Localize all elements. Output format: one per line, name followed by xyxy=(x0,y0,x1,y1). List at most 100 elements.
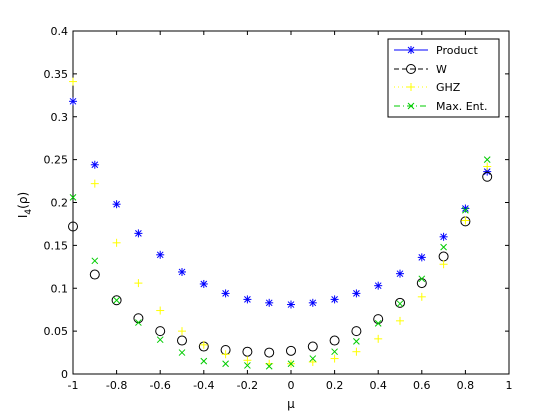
data-point xyxy=(134,279,143,288)
y-tick-label: 0 xyxy=(61,368,68,381)
data-point xyxy=(265,362,273,370)
data-point xyxy=(178,327,186,336)
y-tick-label: 0.2 xyxy=(51,197,69,210)
legend-entry-ghz: GHZ xyxy=(394,81,461,94)
data-point xyxy=(330,354,339,363)
y-label-main: I xyxy=(16,215,30,219)
data-point xyxy=(222,360,229,368)
data-point xyxy=(287,360,295,368)
data-point xyxy=(439,260,448,269)
legend-marker-glyph xyxy=(407,83,415,91)
y-tick-label: 0.05 xyxy=(44,325,69,338)
legend-marker-ghz xyxy=(407,83,415,91)
data-point xyxy=(352,289,361,298)
data-point xyxy=(242,346,253,357)
data-point xyxy=(462,206,469,214)
data-point xyxy=(178,267,186,276)
y-tick-label: 0.15 xyxy=(44,239,69,252)
series-w xyxy=(68,171,493,358)
legend-label-product: Product xyxy=(436,44,478,57)
x-tick-label: -0.2 xyxy=(237,379,258,392)
data-point xyxy=(308,298,317,307)
legend: Product W GHZ Max. Ent. xyxy=(387,38,500,118)
data-point xyxy=(374,334,383,343)
y-label-tail: (ρ) xyxy=(16,192,30,209)
data-point xyxy=(69,194,77,201)
data-point xyxy=(440,243,447,251)
legend-marker-glyph xyxy=(407,46,415,54)
data-point xyxy=(329,335,340,346)
legend-entry-product: Product xyxy=(394,44,478,57)
data-point xyxy=(353,338,360,345)
data-point xyxy=(461,216,470,225)
data-point xyxy=(155,326,166,337)
data-point xyxy=(396,316,404,325)
data-point xyxy=(178,349,186,356)
legend-label-max-ent: Max. Ent. xyxy=(436,100,487,113)
series-product xyxy=(69,97,492,309)
y-label-sub: 4 xyxy=(24,209,34,215)
legend-box xyxy=(387,38,500,118)
data-point xyxy=(330,295,339,304)
data-point xyxy=(135,319,142,326)
data-point xyxy=(287,300,295,309)
data-point xyxy=(91,257,99,265)
y-tick-label: 0.25 xyxy=(44,154,69,167)
x-tick-label: -0.4 xyxy=(193,379,214,392)
data-point xyxy=(461,204,470,213)
data-point xyxy=(331,348,338,356)
data-point xyxy=(90,160,99,169)
legend-entry-max-ent: Max. Ent. xyxy=(394,100,487,113)
x-tick-label: 1 xyxy=(506,379,513,392)
data-point xyxy=(221,289,230,298)
data-point xyxy=(483,156,491,163)
x-tick-label: -0.8 xyxy=(106,379,127,392)
data-point xyxy=(177,335,187,346)
data-points xyxy=(68,77,493,370)
data-point xyxy=(156,336,164,344)
x-axis-label: μ xyxy=(287,397,295,411)
x-tick-label: 0.2 xyxy=(326,379,344,392)
legend-entry-w: W xyxy=(394,63,447,76)
data-point xyxy=(156,250,165,259)
data-point xyxy=(113,296,120,304)
data-point xyxy=(200,357,208,365)
data-point xyxy=(244,362,251,369)
y-tick-label: 0.3 xyxy=(51,111,69,124)
legend-marker-glyph xyxy=(407,102,415,110)
data-point xyxy=(221,350,230,359)
data-point xyxy=(68,221,78,232)
legend-marker-glyph xyxy=(406,64,416,74)
data-point xyxy=(199,340,208,349)
data-point xyxy=(156,306,165,315)
data-point xyxy=(309,355,317,362)
data-point xyxy=(134,229,143,238)
data-point xyxy=(89,269,100,280)
data-point xyxy=(265,298,274,307)
data-point xyxy=(417,292,426,301)
data-point xyxy=(199,279,208,288)
data-point xyxy=(351,326,362,337)
series-ghz xyxy=(69,77,492,368)
y-tick-label: 0.4 xyxy=(51,25,69,38)
x-tick-label: -1 xyxy=(68,379,79,392)
x-tick-label: 0.6 xyxy=(413,379,431,392)
data-point xyxy=(111,295,122,306)
x-tick-label: -0.6 xyxy=(149,379,170,392)
data-point xyxy=(243,356,252,365)
legend-label-ghz: GHZ xyxy=(436,81,461,94)
data-point xyxy=(69,97,77,106)
data-point xyxy=(69,77,77,86)
x-tick-label: 0 xyxy=(288,379,295,392)
y-axis-label: I4(ρ) xyxy=(16,192,34,218)
series-max-ent xyxy=(69,156,491,370)
data-point xyxy=(396,300,404,308)
x-tick-label: 0.8 xyxy=(457,379,475,392)
data-point xyxy=(374,281,383,290)
data-point xyxy=(352,347,361,356)
legend-marker-product xyxy=(407,46,415,54)
data-point xyxy=(90,179,99,188)
data-point xyxy=(418,275,426,283)
